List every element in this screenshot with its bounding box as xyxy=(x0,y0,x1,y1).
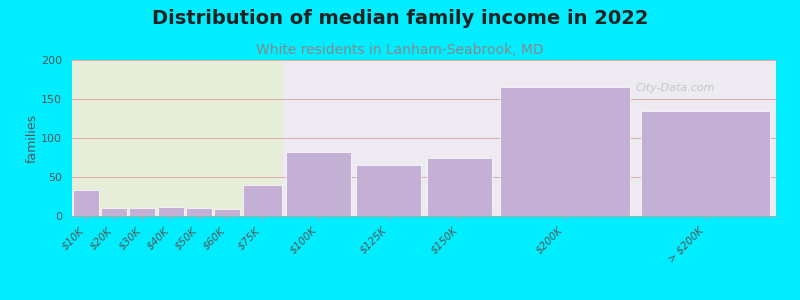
Bar xyxy=(357,164,421,216)
Bar xyxy=(130,208,155,216)
Text: City-Data.com: City-Data.com xyxy=(635,83,714,93)
Bar xyxy=(283,60,776,216)
Bar xyxy=(72,60,283,216)
Bar xyxy=(73,190,99,216)
Bar xyxy=(500,87,630,216)
Text: White residents in Lanham-Seabrook, MD: White residents in Lanham-Seabrook, MD xyxy=(256,44,544,58)
Y-axis label: families: families xyxy=(26,113,38,163)
Bar xyxy=(641,111,770,216)
Bar xyxy=(286,152,350,216)
Text: Distribution of median family income in 2022: Distribution of median family income in … xyxy=(152,9,648,28)
Bar xyxy=(102,208,127,216)
Bar xyxy=(158,207,183,216)
Bar xyxy=(186,208,212,216)
Bar xyxy=(214,209,240,216)
Bar xyxy=(427,158,491,216)
Bar xyxy=(242,185,282,216)
